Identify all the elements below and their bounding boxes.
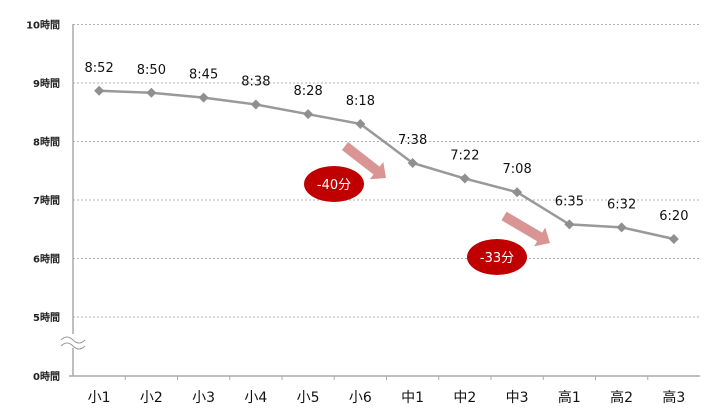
x-tick-label: 高1 — [558, 389, 581, 406]
data-point-marker — [355, 118, 366, 129]
y-tick-label: 5時間 — [33, 311, 60, 324]
annotation-text: -33分 — [480, 251, 514, 266]
x-tick-label: 小6 — [349, 390, 372, 406]
data-label: 8:45 — [189, 68, 218, 83]
data-label: 8:28 — [294, 84, 323, 99]
data-label: 7:08 — [503, 162, 532, 177]
annotation-badge — [304, 166, 364, 202]
x-tick-label: 中3 — [506, 390, 529, 406]
y-tick-label: 8時間 — [33, 136, 60, 149]
annotation: -33分 — [467, 211, 550, 275]
x-tick-labels: 小1 小2 小3 小4 小5 小6 中1 中2 中3 高1 高2 高3 — [88, 389, 686, 406]
x-tick-label: 中2 — [453, 390, 476, 406]
arrow-down-right-icon — [501, 211, 550, 247]
x-tick-label: 小1 — [88, 390, 111, 406]
data-label: 7:38 — [398, 133, 427, 148]
annotation-text: -40分 — [317, 178, 351, 193]
data-labels: 8:52 8:50 8:45 8:38 8:28 8:18 7:38 7:22 7:08 6:35… — [85, 61, 689, 224]
data-point-marker — [616, 222, 627, 233]
data-point-marker — [146, 87, 157, 98]
x-tick-label: 高2 — [610, 389, 633, 406]
axis-break-wave — [60, 336, 86, 344]
data-point-marker — [459, 173, 470, 184]
series-line — [94, 85, 679, 245]
y-tick-label: 10時間 — [26, 19, 60, 32]
data-label: 8:38 — [241, 74, 270, 89]
data-point-marker — [198, 92, 209, 103]
x-tick-label: 小5 — [297, 390, 320, 406]
data-label: 7:22 — [450, 149, 479, 164]
x-tick-label: 小4 — [244, 390, 267, 406]
data-label: 6:20 — [659, 209, 688, 224]
series-line-path — [99, 89, 675, 241]
data-label: 8:50 — [137, 63, 166, 78]
data-point-marker — [564, 219, 575, 230]
data-point-marker — [512, 187, 523, 198]
data-label: 8:18 — [346, 94, 375, 109]
axis-break-wave — [60, 342, 86, 350]
data-label: 8:52 — [85, 61, 114, 76]
x-tick-label: 中1 — [401, 390, 424, 406]
data-point-marker — [94, 85, 105, 96]
x-tick-label: 高3 — [662, 389, 685, 406]
data-label: 6:35 — [555, 194, 584, 209]
y-tick-labels: 0時間 5時間 6時間 7時間 8時間 9時間 10時間 — [26, 19, 60, 384]
y-tick-label: 6時間 — [33, 253, 60, 266]
data-point-marker — [303, 109, 314, 120]
arrow-down-right-icon — [341, 142, 386, 180]
y-tick-label: 7時間 — [33, 194, 60, 207]
y-tick-label: 9時間 — [33, 77, 60, 90]
y-tick-label: 0時間 — [33, 370, 60, 383]
data-point-marker — [250, 99, 261, 110]
x-tick-label: 小2 — [140, 390, 163, 406]
gridlines — [73, 24, 700, 318]
x-tick-label: 小3 — [192, 390, 215, 406]
annotation-badge — [467, 239, 527, 275]
data-point-marker — [407, 157, 418, 168]
annotation: -40分 — [304, 142, 386, 202]
data-label: 6:32 — [607, 197, 636, 212]
data-point-marker — [668, 234, 679, 245]
axis-break-icon — [60, 334, 86, 350]
axes — [60, 24, 700, 380]
annotations: -40分 -33分 — [304, 142, 550, 275]
